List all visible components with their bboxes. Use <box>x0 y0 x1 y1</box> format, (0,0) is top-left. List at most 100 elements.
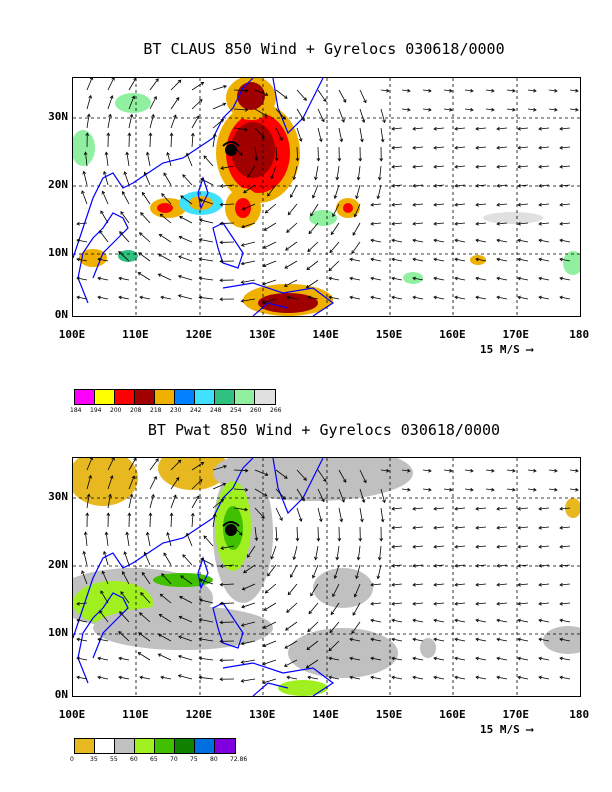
wind-vector <box>86 475 92 490</box>
wind-vector-head <box>559 164 563 169</box>
wind-vector-head <box>143 551 148 556</box>
wind-vector <box>199 258 214 262</box>
wind-vector <box>149 458 159 471</box>
wind-vector <box>247 165 256 178</box>
wind-vector-head <box>118 656 122 661</box>
wind-vector <box>380 89 390 92</box>
wind-vector-head <box>76 656 80 661</box>
wind-vector <box>122 191 130 205</box>
wind-vector-head <box>151 113 155 118</box>
wind-vector-head <box>491 468 495 473</box>
wind-vector <box>76 296 88 300</box>
colorbar-tick-label: 248 <box>210 407 222 414</box>
wind-vector <box>306 640 319 650</box>
wind-vector <box>159 234 172 243</box>
wind-vector-head <box>538 238 542 243</box>
wind-vector-head <box>496 618 500 623</box>
wind-vector-head <box>554 107 558 112</box>
wind-vector-head <box>496 295 500 300</box>
wind-vector-head <box>262 245 267 249</box>
wind-vector <box>485 108 495 111</box>
wind-vector <box>527 89 537 92</box>
wind-vector <box>191 479 203 490</box>
wind-vector-head <box>127 132 132 136</box>
wind-vector <box>506 469 516 472</box>
wind-vector <box>559 526 571 529</box>
wind-vector <box>120 211 130 224</box>
wind-vector <box>334 564 340 579</box>
wind-vector-head <box>496 563 500 568</box>
wind-vector <box>412 583 424 586</box>
wind-vector-head <box>391 257 395 262</box>
wind-vector <box>99 230 109 243</box>
wind-vector-head <box>108 113 112 118</box>
wind-vector <box>391 296 403 300</box>
panel2-lon-label: 150E <box>375 708 403 721</box>
wind-vector-head <box>179 595 183 600</box>
wind-vector-head <box>129 493 134 498</box>
wind-vector <box>286 222 298 233</box>
wind-vector <box>267 564 277 577</box>
wind-vector-head <box>391 656 395 661</box>
wind-vector <box>199 219 214 224</box>
wind-vector <box>454 258 466 262</box>
wind-vector-head <box>177 674 182 678</box>
wind-vector-head <box>239 532 243 536</box>
wind-vector <box>191 115 200 129</box>
wind-vector <box>351 241 361 254</box>
wind-vector <box>359 89 367 103</box>
wind-vector-head <box>121 191 126 195</box>
arrow-right-icon: ⟶ <box>526 723 533 736</box>
wind-vector <box>160 676 172 680</box>
wind-vector <box>422 108 432 111</box>
wind-vector-head <box>222 482 227 487</box>
wind-vector-head <box>370 675 374 680</box>
wind-vector <box>355 184 361 199</box>
wind-vector-head <box>391 563 395 568</box>
wind-vector-head <box>322 98 327 103</box>
wind-vector-head <box>538 202 542 207</box>
wind-vector <box>559 203 571 206</box>
panel1-field <box>73 78 580 316</box>
wind-vector <box>149 96 157 110</box>
wind-vector <box>138 632 151 642</box>
wind-vector-head <box>219 259 223 264</box>
wind-vector <box>290 564 298 578</box>
colorbar-tick-label: 260 <box>250 407 262 414</box>
wind-vector-head <box>412 582 416 587</box>
wind-vector-head <box>538 544 542 549</box>
wind-vector-head <box>575 88 579 93</box>
wind-vector <box>76 657 88 661</box>
wind-vector <box>97 258 109 262</box>
wind-vector <box>370 203 382 206</box>
wind-vector-head <box>454 145 458 150</box>
wind-vector-head <box>328 276 332 281</box>
wind-vector <box>265 203 277 214</box>
wind-vector <box>158 653 172 661</box>
wind-vector <box>454 127 466 130</box>
wind-vector <box>241 241 256 246</box>
wind-vector <box>107 458 115 471</box>
wind-vector <box>141 572 151 585</box>
wind-vector-head <box>120 211 124 215</box>
wind-vector-head <box>333 575 338 579</box>
wind-vector <box>161 193 172 205</box>
wind-vector-head <box>538 675 542 680</box>
panel1-lon-label: 130E <box>248 328 276 341</box>
panel2-lon-label: 160E <box>439 708 466 721</box>
wind-vector-head <box>287 591 292 596</box>
wind-vector-head <box>391 126 395 131</box>
wind-vector-head <box>86 493 91 498</box>
wind-vector <box>359 507 363 522</box>
coastlines <box>73 78 335 316</box>
wind-vector-head <box>198 675 203 680</box>
wind-vector <box>119 231 130 243</box>
wind-vector <box>312 184 319 199</box>
wind-vector <box>569 469 579 472</box>
wind-vector <box>338 89 347 103</box>
wind-vector <box>454 545 466 548</box>
wind-vector <box>475 564 487 567</box>
colorbar-tick-label: 72.86 <box>230 756 248 763</box>
wind-vector-head <box>428 88 432 93</box>
wind-vector <box>220 583 235 586</box>
